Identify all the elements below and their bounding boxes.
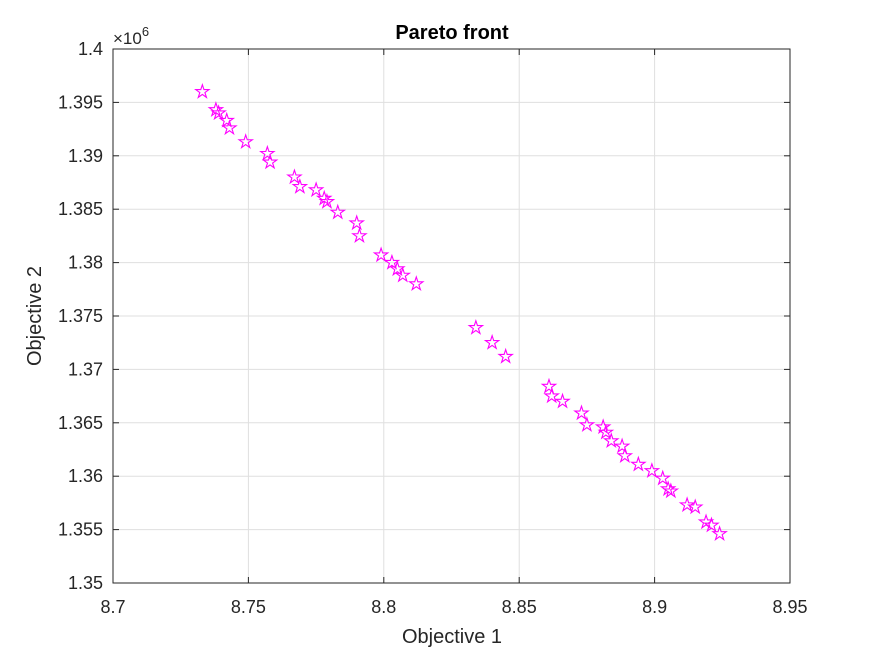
data-point <box>686 498 704 515</box>
data-point <box>218 111 236 128</box>
data-point <box>388 260 406 277</box>
data-point <box>483 333 501 350</box>
x-tick-label: 8.75 <box>231 597 266 617</box>
data-point <box>210 104 227 121</box>
data-point <box>616 447 634 464</box>
x-tick-label: 8.7 <box>100 597 125 617</box>
data-point <box>643 462 661 478</box>
y-axis-exponent-power: 6 <box>142 24 149 39</box>
data-points <box>194 82 728 541</box>
x-tick-label: 8.8 <box>371 597 396 617</box>
x-tick-label: 8.85 <box>502 597 537 617</box>
data-point <box>497 347 515 364</box>
data-point <box>291 177 309 194</box>
x-tick-label: 8.95 <box>772 597 807 617</box>
chart-title: Pareto front <box>395 22 509 44</box>
data-point <box>629 455 647 472</box>
data-point <box>237 133 255 150</box>
data-point <box>554 392 571 409</box>
data-point <box>578 416 596 433</box>
y-tick-label: 1.37 <box>68 359 103 379</box>
data-point <box>703 516 720 533</box>
y-axis-exponent: ×106 <box>113 24 149 48</box>
y-tick-label: 1.365 <box>58 413 103 433</box>
data-point <box>678 496 696 513</box>
data-point <box>207 101 225 117</box>
data-point <box>348 214 366 231</box>
data-point <box>261 153 279 170</box>
axes <box>112 48 791 584</box>
data-point <box>543 387 561 404</box>
axes-box <box>112 48 791 584</box>
x-axis-label: Objective 1 <box>402 626 502 648</box>
data-point <box>329 203 347 220</box>
data-point <box>307 181 325 198</box>
data-point <box>711 525 728 541</box>
data-point <box>662 482 680 499</box>
data-point <box>467 318 485 335</box>
data-point <box>286 168 303 185</box>
y-tick-label: 1.38 <box>68 253 103 273</box>
data-point <box>372 246 390 263</box>
y-tick-label: 1.4 <box>78 39 103 59</box>
data-point <box>602 432 620 449</box>
data-point <box>315 189 333 206</box>
data-point <box>259 144 276 161</box>
y-tick-label: 1.39 <box>68 146 103 166</box>
data-point <box>573 404 590 421</box>
y-tick-label: 1.395 <box>58 92 103 112</box>
y-tick-label: 1.36 <box>68 466 103 486</box>
x-tick-label: 8.9 <box>642 597 667 617</box>
data-point <box>318 192 336 209</box>
x-tick-labels: 8.7 8.75 8.8 8.85 8.9 8.95 <box>100 597 807 617</box>
data-point <box>654 469 672 486</box>
data-point <box>394 266 412 283</box>
data-point <box>194 82 211 99</box>
y-tick-label: 1.355 <box>58 520 103 540</box>
data-point <box>540 377 558 394</box>
y-tick-labels: 1.35 1.355 1.36 1.365 1.37 1.375 1.38 1.385 1.39… <box>58 39 103 593</box>
y-tick-label: 1.385 <box>58 199 103 219</box>
data-point <box>613 437 631 454</box>
data-point <box>383 253 401 270</box>
data-point <box>351 227 368 244</box>
y-axis-label: Objective 2 <box>24 266 46 366</box>
y-tick-label: 1.35 <box>68 573 103 593</box>
data-point <box>407 275 425 292</box>
data-point <box>597 423 615 440</box>
data-point <box>221 119 238 136</box>
y-tick-label: 1.375 <box>58 306 103 326</box>
y-axis-exponent-base: ×10 <box>113 29 142 48</box>
